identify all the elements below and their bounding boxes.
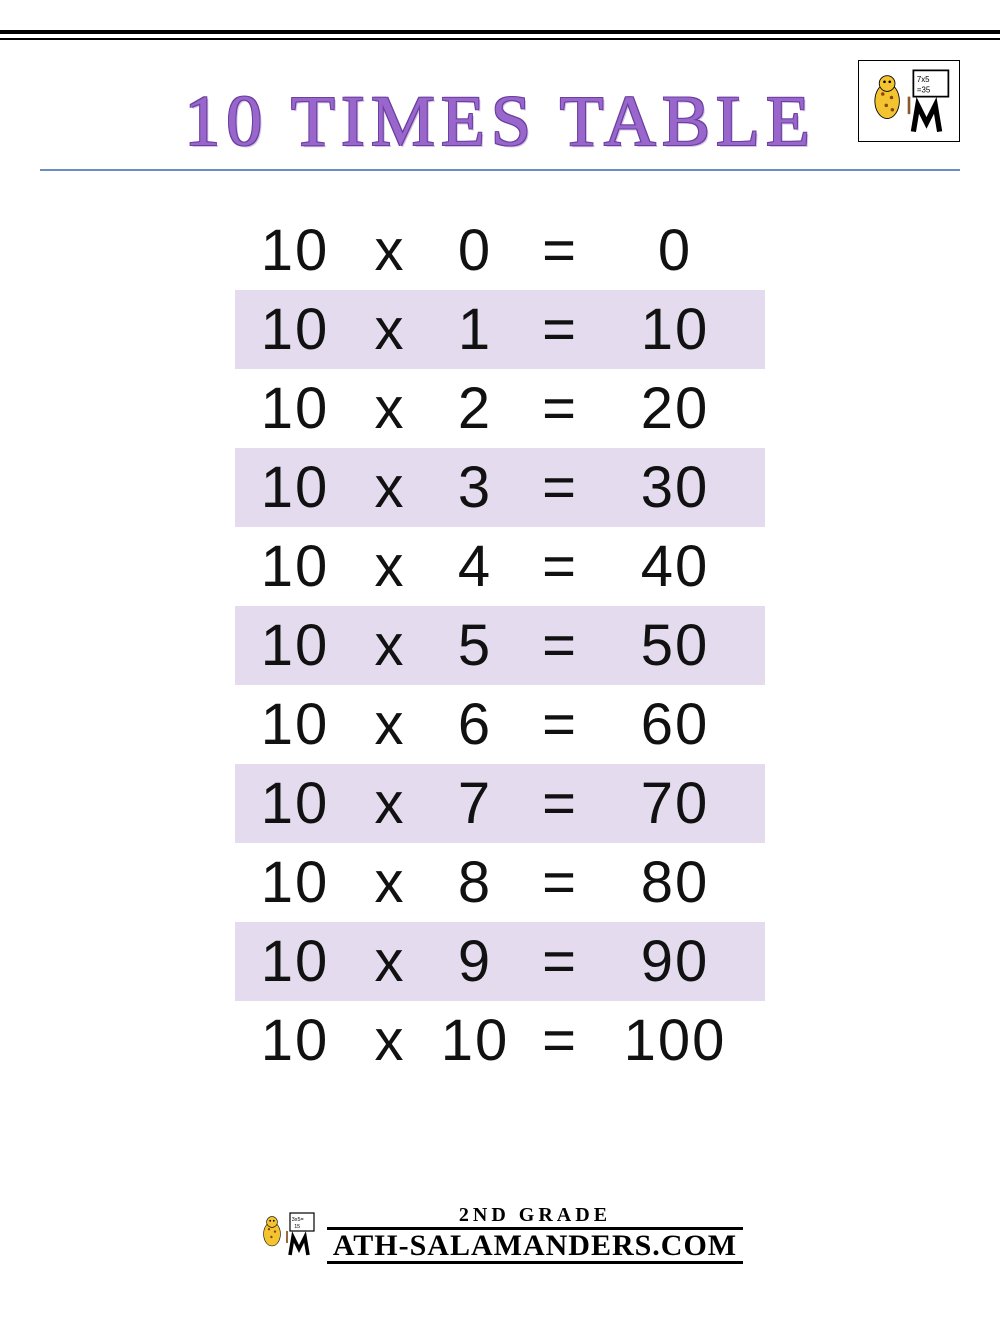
table-row: 10x1=10 xyxy=(235,290,765,369)
times-operator: x xyxy=(355,1001,425,1080)
multiplicand: 10 xyxy=(235,290,355,369)
multiplier: 3 xyxy=(425,448,525,527)
multiplier: 7 xyxy=(425,764,525,843)
product: 60 xyxy=(595,685,765,764)
multiplicand: 10 xyxy=(235,527,355,606)
multiplicand: 10 xyxy=(235,606,355,685)
multiplicand: 10 xyxy=(235,843,355,922)
title-underline xyxy=(40,169,960,171)
footer: 3x5= 15 2ND GRADE ATH-SALAMANDERS.COM xyxy=(0,1204,1000,1265)
table-row: 10x4=40 xyxy=(235,527,765,606)
multiplicand: 10 xyxy=(235,369,355,448)
multiplier: 6 xyxy=(425,685,525,764)
equals-sign: = xyxy=(525,843,595,922)
times-operator: x xyxy=(355,922,425,1001)
times-operator: x xyxy=(355,527,425,606)
footer-grade: 2ND GRADE xyxy=(327,1204,743,1227)
times-operator: x xyxy=(355,685,425,764)
multiplier: 9 xyxy=(425,922,525,1001)
table-row: 10x0=0 xyxy=(235,211,765,290)
equals-sign: = xyxy=(525,527,595,606)
times-operator: x xyxy=(355,211,425,290)
table-row: 10x2=20 xyxy=(235,369,765,448)
multiplier: 10 xyxy=(425,1001,525,1080)
product: 50 xyxy=(595,606,765,685)
page-title: 10 TIMES TABLE xyxy=(184,80,816,163)
equals-sign: = xyxy=(525,606,595,685)
multiplier: 4 xyxy=(425,527,525,606)
multiplicand: 10 xyxy=(235,448,355,527)
product: 0 xyxy=(595,211,765,290)
svg-text:15: 15 xyxy=(294,1224,300,1230)
equals-sign: = xyxy=(525,685,595,764)
multiplicand: 10 xyxy=(235,922,355,1001)
header: 10 TIMES TABLE 7x5 =35 xyxy=(40,80,960,163)
multiplier: 0 xyxy=(425,211,525,290)
times-operator: x xyxy=(355,290,425,369)
multiplier: 8 xyxy=(425,843,525,922)
product: 20 xyxy=(595,369,765,448)
equals-sign: = xyxy=(525,290,595,369)
table-row: 10x5=50 xyxy=(235,606,765,685)
table-row: 10x8=80 xyxy=(235,843,765,922)
equals-sign: = xyxy=(525,369,595,448)
times-operator: x xyxy=(355,764,425,843)
product: 90 xyxy=(595,922,765,1001)
table-row: 10x10=100 xyxy=(235,1001,765,1080)
brand-logo-box: 7x5 =35 xyxy=(858,60,960,142)
multiplicand: 10 xyxy=(235,685,355,764)
product: 70 xyxy=(595,764,765,843)
table-row: 10x3=30 xyxy=(235,448,765,527)
equals-sign: = xyxy=(525,922,595,1001)
product: 100 xyxy=(595,1001,765,1080)
product: 40 xyxy=(595,527,765,606)
product: 80 xyxy=(595,843,765,922)
svg-text:3x5=: 3x5= xyxy=(292,1217,304,1223)
times-operator: x xyxy=(355,843,425,922)
times-operator: x xyxy=(355,606,425,685)
times-operator: x xyxy=(355,448,425,527)
product: 30 xyxy=(595,448,765,527)
top-rule xyxy=(0,30,1000,40)
multiplicand: 10 xyxy=(235,211,355,290)
equals-sign: = xyxy=(525,211,595,290)
product: 10 xyxy=(595,290,765,369)
table-row: 10x9=90 xyxy=(235,922,765,1001)
multiplicand: 10 xyxy=(235,1001,355,1080)
salamander-logo-icon: 7x5 =35 xyxy=(864,66,954,136)
svg-text:7x5: 7x5 xyxy=(917,75,930,84)
equals-sign: = xyxy=(525,448,595,527)
multiplier: 5 xyxy=(425,606,525,685)
equals-sign: = xyxy=(525,764,595,843)
multiplicand: 10 xyxy=(235,764,355,843)
multiplier: 1 xyxy=(425,290,525,369)
times-table: 10x0=010x1=1010x2=2010x3=3010x4=4010x5=5… xyxy=(235,211,765,1080)
table-row: 10x6=60 xyxy=(235,685,765,764)
multiplier: 2 xyxy=(425,369,525,448)
footer-site: ATH-SALAMANDERS.COM xyxy=(327,1227,743,1265)
times-operator: x xyxy=(355,369,425,448)
table-row: 10x7=70 xyxy=(235,764,765,843)
svg-text:=35: =35 xyxy=(917,85,931,94)
equals-sign: = xyxy=(525,1001,595,1080)
salamander-footer-icon: 3x5= 15 xyxy=(257,1209,317,1259)
